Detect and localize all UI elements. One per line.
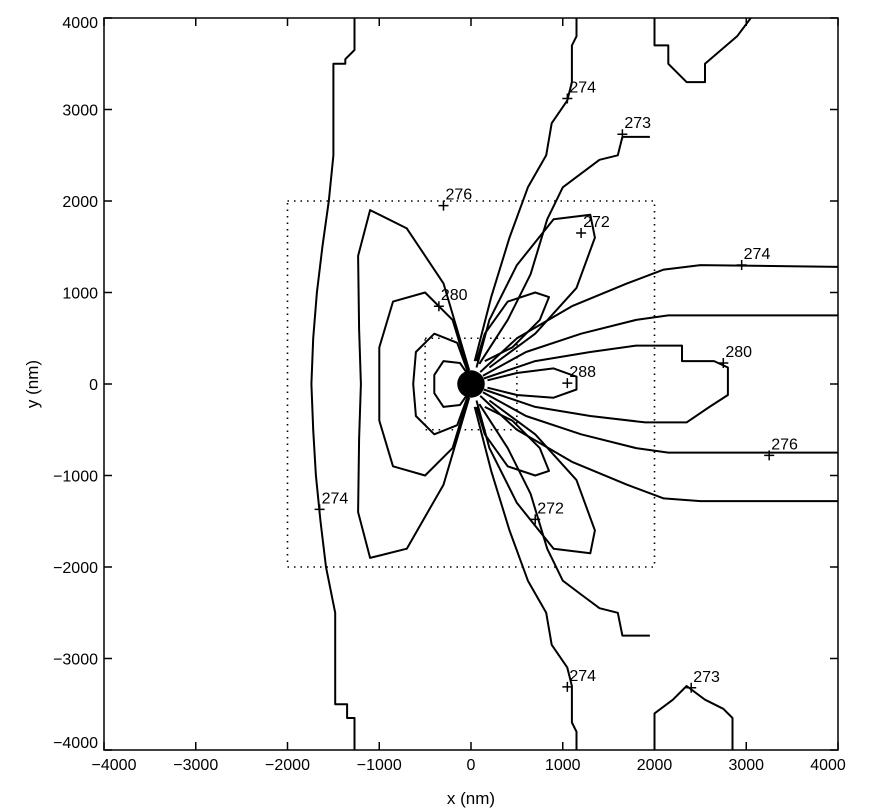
y-tick-label: −2000 (53, 560, 98, 577)
contour-line (482, 314, 838, 377)
contour-label: 274 (569, 80, 596, 97)
contour-label: 274 (322, 490, 349, 507)
dotted-box (286, 200, 656, 568)
dotted-boxes (286, 200, 656, 568)
contour-label-group: 272 (530, 500, 564, 525)
contour-label: 288 (569, 364, 596, 381)
dotted-box (424, 337, 518, 431)
contour-label-group: 273 (686, 669, 720, 693)
contour-line (487, 367, 578, 399)
contour-label-group: 274 (736, 246, 771, 271)
contour-label-group: 280 (433, 287, 468, 312)
contour-label-group: 276 (764, 436, 798, 461)
contour-label-marker (718, 357, 729, 368)
contour-label: 274 (744, 246, 771, 263)
contour-label-marker (438, 200, 449, 211)
contour-label-group: 280 (718, 344, 752, 368)
x-tick-label: 4000 (810, 757, 846, 774)
contour-label-group: 272 (576, 214, 610, 239)
x-tick-label: −4000 (92, 757, 137, 774)
contour-label-marker (562, 93, 573, 104)
contour-label-marker (433, 301, 444, 312)
contour-label-group: 274 (314, 490, 349, 515)
contour-line (310, 18, 356, 750)
y-tick-label: 0 (89, 377, 98, 394)
contour-label-marker (576, 228, 587, 239)
contour-label: 280 (725, 344, 752, 361)
y-tick-label: 4000 (62, 15, 98, 32)
contour-label-marker (314, 504, 325, 515)
contour-line (482, 391, 838, 454)
contour-line (412, 332, 470, 436)
x-axis-title: x (nm) (447, 789, 495, 808)
x-tick-label: −3000 (173, 757, 218, 774)
contour-line (653, 17, 752, 84)
contour-line (483, 344, 729, 424)
contour-label-marker (530, 514, 541, 525)
x-tick-label: −2000 (265, 757, 310, 774)
contour-label: 273 (693, 669, 720, 686)
contour-line (653, 685, 734, 750)
contour-label-marker (764, 450, 775, 461)
contour-label-marker (686, 682, 697, 693)
contour-label-group: 274 (562, 80, 596, 104)
contour-label-marker (617, 129, 628, 140)
contour-label: 274 (569, 668, 596, 685)
x-tick-label: −1000 (357, 757, 402, 774)
central-particle (457, 370, 485, 398)
contour-line (479, 264, 839, 373)
contour-label-marker (562, 681, 573, 692)
contour-line (475, 406, 550, 477)
y-tick-label: −3000 (53, 652, 98, 669)
x-tick-label: 3000 (728, 757, 764, 774)
contour-line (357, 209, 471, 559)
x-tick-labels: −4000 −3000 −2000 −1000 0 1000 2000 3000 4000 (92, 757, 846, 774)
contour-label: 272 (583, 214, 610, 231)
contour-line (475, 291, 550, 362)
contour-label: 276 (445, 187, 472, 204)
particle-marker (457, 370, 485, 398)
contour-label-marker (736, 260, 747, 271)
contour-label-group: 288 (562, 364, 596, 389)
contour-label: 273 (624, 115, 651, 132)
contour-line (473, 18, 578, 362)
y-tick-label: −1000 (53, 469, 98, 486)
contour-label: 272 (537, 500, 564, 517)
contour-labels: 274 273 276 272 274 280 280 288 276 274 272 274 273 (314, 80, 798, 693)
contour-label-group: 273 (617, 115, 651, 140)
contour-label-group: 274 (562, 668, 596, 692)
y-tick-label: −4000 (53, 735, 98, 752)
y-tick-labels: −4000 −3000 −2000 −1000 0 1000 2000 3000 4000 (53, 15, 98, 752)
contour-label: 280 (441, 287, 468, 304)
contour-label-group: 276 (438, 187, 472, 211)
y-tick-label: 1000 (62, 286, 98, 303)
x-tick-label: 2000 (637, 757, 673, 774)
contour-label: 276 (771, 436, 798, 453)
contour-line (473, 406, 578, 750)
contour-label-marker (562, 378, 573, 389)
x-tick-label: 1000 (545, 757, 581, 774)
contour-line (433, 360, 470, 408)
y-axis-title: y (nm) (23, 360, 42, 408)
x-tick-label: 0 (467, 757, 476, 774)
y-tick-label: 2000 (62, 194, 98, 211)
y-tick-label: 3000 (62, 103, 98, 120)
axis-ticks (103, 17, 839, 751)
contour-line (479, 395, 838, 503)
